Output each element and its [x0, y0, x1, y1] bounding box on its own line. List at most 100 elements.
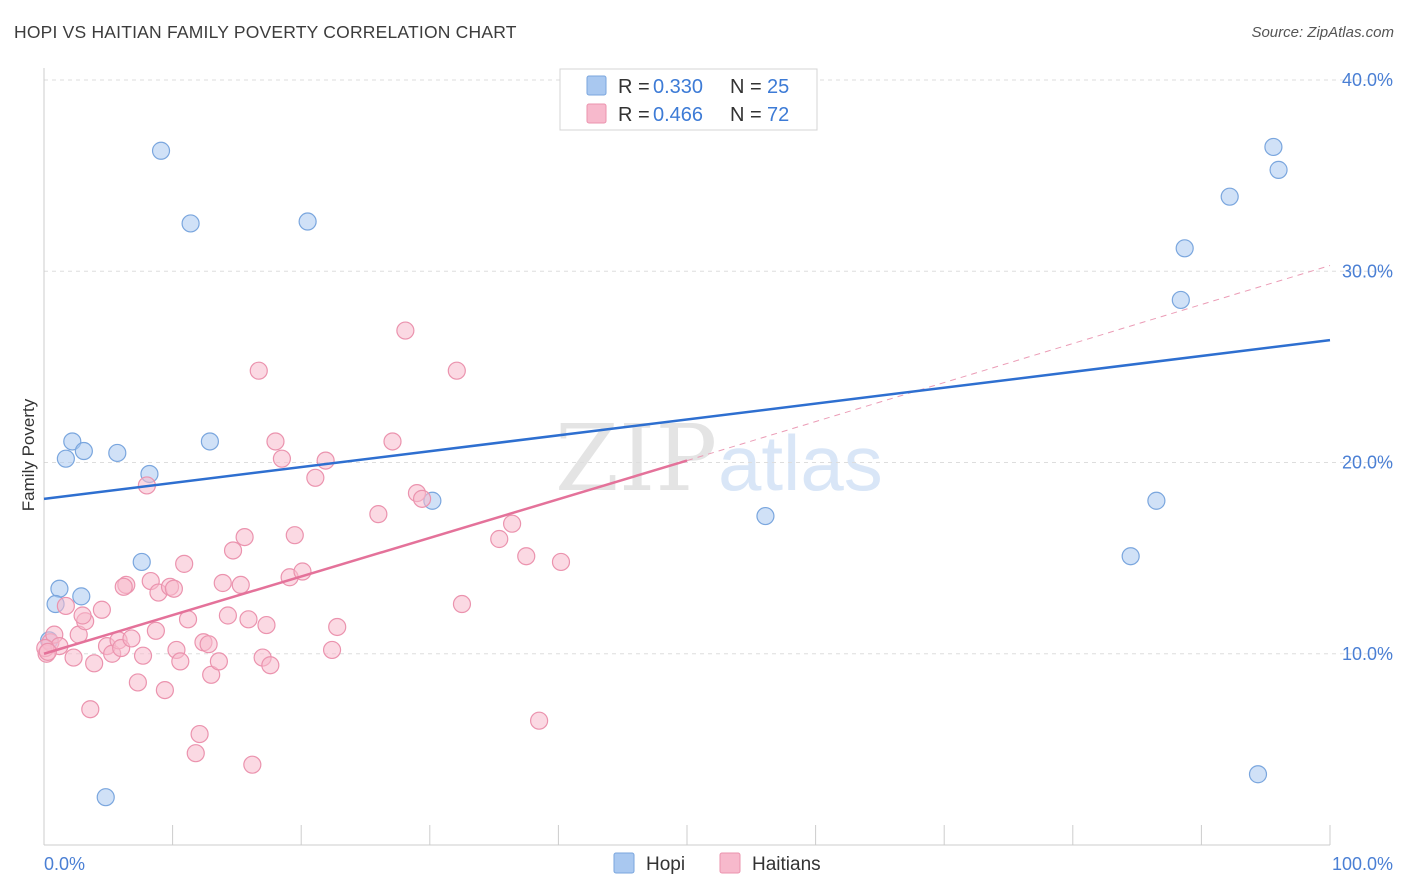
point-haitians [369, 505, 388, 524]
bottom-legend-swatch-haitians [719, 852, 741, 874]
legend-swatch-haitians [586, 103, 607, 124]
legend-r-value-hopi: 0.330 [653, 76, 703, 98]
point-haitians [213, 573, 232, 593]
bottom-legend: Hopi Haitians [613, 852, 821, 875]
point-haitians [73, 606, 92, 625]
point-haitians [175, 554, 194, 573]
data-points [36, 137, 1331, 807]
point-hopi [200, 432, 219, 451]
point-hopi [756, 506, 775, 526]
point-haitians [186, 744, 205, 763]
point-haitians [257, 615, 276, 635]
trend-line-hopi [43, 338, 1331, 501]
chart-title: HOPI VS HAITIAN FAMILY POVERTY CORRELATI… [14, 22, 517, 42]
point-haitians [306, 468, 325, 487]
point-haitians [322, 640, 342, 660]
point-haitians [64, 648, 83, 667]
point-haitians [171, 652, 190, 671]
point-haitians [235, 527, 254, 547]
point-haitians [164, 579, 183, 598]
point-haitians [209, 652, 228, 671]
y-tick-label: 10.0% [1342, 644, 1393, 664]
point-haitians [202, 665, 221, 684]
axes [43, 68, 1331, 846]
y-tick-label: 20.0% [1342, 453, 1393, 473]
legend-n-label-hopi: N = [730, 76, 762, 98]
legend-n-value-haitians: 72 [767, 104, 789, 126]
point-hopi [132, 552, 151, 572]
point-haitians [261, 656, 280, 675]
bottom-legend-swatch-hopi [613, 852, 635, 874]
point-haitians [266, 432, 285, 451]
bottom-legend-label-haitians: Haitians [752, 854, 821, 875]
point-haitians [56, 596, 75, 616]
point-haitians [517, 547, 536, 566]
point-hopi [181, 214, 200, 233]
watermark-zip: ZIP [555, 405, 717, 512]
point-haitians [81, 700, 100, 719]
point-haitians [231, 575, 250, 595]
point-haitians [243, 755, 262, 774]
legend-r-label-hopi: R = [618, 76, 650, 98]
point-hopi [151, 141, 171, 160]
point-hopi [1171, 290, 1190, 310]
point-hopi [50, 579, 69, 598]
point-haitians [85, 654, 104, 673]
point-haitians [218, 606, 237, 625]
point-haitians [249, 361, 268, 380]
legend: R = 0.330 N = 25 R = 0.466 N = 72 [559, 68, 818, 131]
point-hopi [56, 449, 75, 468]
y-tick-label: 40.0% [1342, 70, 1393, 90]
point-haitians [530, 711, 549, 730]
point-haitians [122, 629, 141, 648]
point-hopi [72, 587, 91, 606]
grid: 10.0% 20.0% 30.0% 40.0% [44, 70, 1393, 664]
trend-line-haitians [43, 459, 688, 655]
point-hopi [1269, 160, 1288, 179]
x-tick-label-min: 0.0% [44, 854, 85, 874]
point-hopi [1264, 137, 1283, 157]
point-haitians [396, 321, 415, 340]
point-haitians [383, 432, 402, 451]
point-haitians [190, 724, 209, 744]
point-haitians [128, 673, 147, 692]
point-haitians [285, 526, 304, 545]
legend-swatch-hopi [586, 75, 607, 96]
source-label: Source: ZipAtlas.com [1251, 24, 1394, 41]
point-haitians [155, 680, 174, 700]
point-haitians [146, 621, 165, 640]
legend-n-value-hopi: 25 [767, 76, 789, 98]
point-hopi [1121, 547, 1140, 566]
point-haitians [490, 529, 509, 549]
point-haitians [551, 552, 571, 572]
point-hopi [298, 212, 317, 231]
point-haitians [272, 449, 292, 468]
point-haitians [223, 541, 243, 560]
y-tick-label: 30.0% [1342, 261, 1393, 281]
legend-r-label-haitians: R = [618, 104, 650, 126]
x-tick-label-max: 100.0% [1332, 854, 1393, 874]
point-hopi [1220, 187, 1239, 206]
point-haitians [92, 600, 111, 619]
point-haitians [447, 361, 466, 380]
point-haitians [133, 646, 153, 665]
legend-r-value-haitians: 0.466 [653, 104, 703, 126]
point-haitians [452, 594, 472, 614]
point-hopi [1248, 765, 1268, 784]
point-hopi [74, 441, 93, 461]
point-haitians [328, 617, 347, 637]
point-haitians [114, 577, 133, 596]
bottom-legend-label-hopi: Hopi [646, 854, 685, 875]
point-haitians [239, 610, 258, 629]
trend-line-haitians-dashed [686, 265, 1331, 462]
point-hopi [1147, 491, 1166, 510]
point-hopi [108, 443, 127, 463]
legend-n-label-haitians: N = [730, 104, 762, 126]
point-haitians [503, 514, 522, 533]
point-haitians [316, 451, 335, 470]
y-axis-label: Family Poverty [19, 398, 38, 511]
trend-lines [686, 265, 1331, 462]
point-haitians [412, 489, 432, 508]
point-hopi [1175, 239, 1194, 258]
